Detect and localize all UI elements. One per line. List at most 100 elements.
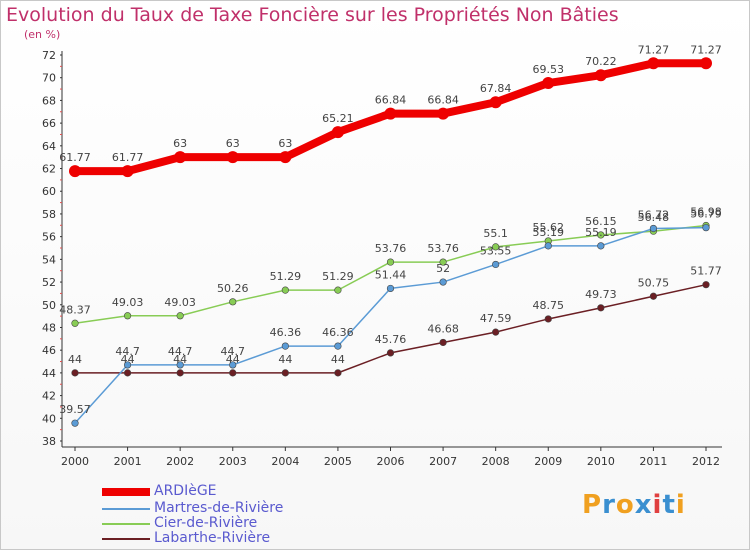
data-label: 44 [173, 353, 187, 366]
y-tick-label: 42 [42, 390, 56, 403]
x-tick-label: 2004 [271, 455, 299, 468]
y-tick-label: 60 [42, 185, 56, 198]
data-point [71, 369, 79, 377]
y-tick-label: 50 [42, 299, 56, 312]
data-label: 46.36 [322, 326, 354, 339]
data-label: 46.36 [270, 326, 302, 339]
x-tick-label: 2012 [692, 455, 720, 468]
logo-letter: i [652, 490, 663, 520]
x-tick-label: 2002 [166, 455, 194, 468]
data-label: 66.84 [427, 94, 459, 107]
chart-unit-label: (en %) [24, 28, 61, 41]
data-label: 51.29 [270, 270, 302, 283]
data-label: 56.79 [690, 208, 722, 221]
data-point [597, 242, 605, 250]
data-point [439, 278, 447, 286]
data-point [176, 369, 184, 377]
data-point [334, 342, 342, 350]
data-point [331, 126, 344, 139]
data-point [226, 151, 239, 164]
data-label: 45.76 [375, 333, 407, 346]
data-point [594, 69, 607, 82]
data-label: 49.03 [112, 296, 144, 309]
x-tick-label: 2010 [587, 455, 615, 468]
y-tick-label: 64 [42, 140, 56, 153]
data-label: 44 [331, 353, 345, 366]
data-label: 67.84 [480, 82, 512, 95]
data-label: 53.55 [480, 244, 512, 257]
data-label: 55.19 [585, 226, 617, 239]
x-tick-label: 2011 [639, 455, 667, 468]
data-label: 48.37 [59, 303, 91, 316]
data-point [386, 349, 395, 357]
data-label: 56.15 [585, 215, 617, 228]
data-point [386, 258, 395, 266]
legend-label-3: Labarthe-Rivière [154, 530, 271, 546]
y-tick-label: 70 [42, 72, 56, 85]
proxiti-logo: Proxiti [582, 490, 686, 520]
data-label: 44 [226, 353, 240, 366]
data-point [334, 286, 342, 294]
data-point [439, 258, 447, 266]
y-tick-label: 48 [42, 321, 56, 334]
y-tick-label: 46 [42, 344, 56, 357]
legend-label-2: Cier-de-Rivière [154, 515, 258, 531]
logo-letter: r [602, 490, 616, 520]
y-tick-label: 62 [42, 163, 56, 176]
data-label: 50.26 [217, 282, 249, 295]
data-point [384, 107, 397, 120]
data-point [492, 243, 500, 251]
data-label: 53.76 [427, 242, 459, 255]
series-line-1 [74, 226, 707, 424]
data-point [647, 57, 660, 70]
data-point [597, 304, 605, 312]
data-point [71, 319, 79, 327]
logo-letter: P [582, 490, 603, 520]
data-label: 49.03 [164, 296, 196, 309]
data-label: 44.7 [221, 345, 246, 358]
data-point [492, 260, 500, 269]
data-point [544, 242, 552, 250]
data-label: 55.1 [483, 227, 508, 240]
data-point [71, 419, 79, 427]
x-tick-label: 2005 [324, 455, 352, 468]
data-label: 46.68 [427, 322, 459, 335]
data-point [174, 151, 187, 164]
data-label: 51.44 [375, 268, 407, 281]
data-point [123, 312, 132, 320]
data-point [489, 96, 502, 109]
data-point [229, 369, 237, 377]
data-point [702, 224, 710, 232]
data-label: 66.84 [375, 94, 407, 107]
data-label: 49.73 [585, 288, 617, 301]
data-label: 39.57 [59, 403, 91, 416]
data-point [702, 281, 710, 289]
data-point [176, 312, 184, 320]
data-label: 51.29 [322, 270, 354, 283]
data-point [700, 57, 712, 70]
data-label: 63 [226, 137, 240, 150]
data-point [281, 286, 289, 294]
data-point [334, 369, 342, 377]
y-tick-label: 58 [42, 208, 56, 221]
y-tick-label: 68 [42, 94, 56, 107]
data-label: 52 [436, 262, 450, 275]
data-point [597, 231, 605, 239]
y-tick-label: 66 [42, 117, 56, 130]
data-label: 71.27 [690, 43, 722, 56]
logo-letter: x [634, 490, 653, 520]
data-point [281, 342, 289, 350]
data-label: 69.53 [533, 63, 565, 76]
data-label: 63 [173, 137, 187, 150]
y-tick-label: 40 [42, 412, 56, 425]
data-label: 56.72 [638, 208, 670, 221]
y-tick-label: 54 [42, 253, 56, 266]
y-tick-label: 56 [42, 231, 56, 244]
y-tick-label: 38 [42, 435, 56, 448]
x-tick-label: 2009 [534, 455, 562, 468]
data-label: 65.21 [322, 112, 354, 125]
data-label: 47.59 [480, 312, 512, 325]
data-label: 61.77 [112, 151, 144, 164]
x-tick-label: 2008 [482, 455, 510, 468]
